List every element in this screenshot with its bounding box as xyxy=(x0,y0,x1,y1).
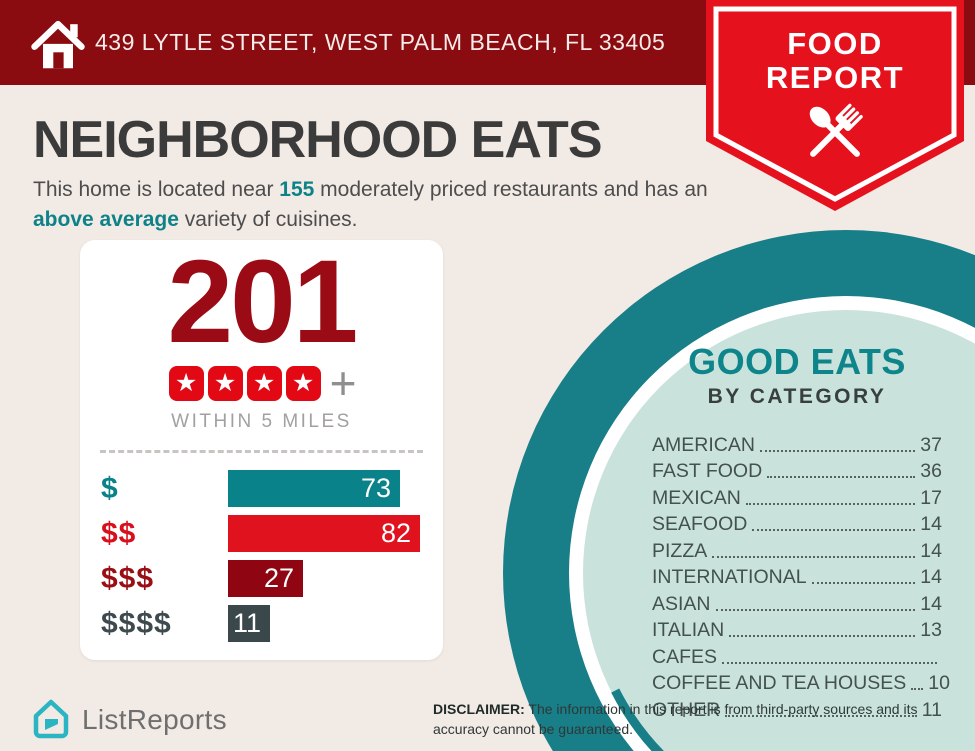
page-title: NEIGHBORHOOD EATS xyxy=(33,111,603,169)
good-eats-panel: GOOD EATS BY CATEGORY AMERICAN 37 FAST FOO… xyxy=(652,341,950,722)
category-value: 14 xyxy=(920,566,942,588)
category-row: ASIAN 14 xyxy=(652,589,942,616)
badge-line1: FOOD xyxy=(787,26,883,61)
category-row: SEAFOOD 14 xyxy=(652,510,942,537)
price-tier-value: 82 xyxy=(380,518,411,549)
rating-row: ★ ★ ★ ★ + xyxy=(80,357,443,410)
category-row: MEXICAN 17 xyxy=(652,483,942,510)
restaurant-count: 155 xyxy=(279,178,315,201)
price-tier-bar: 11 xyxy=(228,605,270,643)
rating-stars: ★ ★ ★ ★ xyxy=(167,365,323,401)
category-value: 14 xyxy=(920,539,942,562)
price-tier-value: 11 xyxy=(232,608,261,639)
price-tier-bar: 73 xyxy=(228,470,400,508)
category-value: 14 xyxy=(920,592,942,615)
star-icon: ★ xyxy=(168,365,204,401)
total-restaurants: 201 xyxy=(167,236,359,368)
dotted-leader xyxy=(759,449,916,452)
price-tier-label: $$$$ xyxy=(101,606,172,640)
star-glyph: ★ xyxy=(252,368,276,397)
dotted-leader xyxy=(722,661,937,664)
category-row: AMERICAN 37 xyxy=(652,430,942,457)
brand-name: ListReports xyxy=(82,704,227,735)
price-tier-label: $$$ xyxy=(101,561,155,595)
category-value: 10 xyxy=(928,672,950,694)
star-icon: ★ xyxy=(246,365,282,401)
dotted-leader xyxy=(712,555,916,558)
plus-sign: + xyxy=(329,357,357,410)
disclaimer: DISCLAIMER: The information in this repo… xyxy=(433,700,963,739)
category-row: FAST FOOD 36 xyxy=(652,457,942,484)
intro-seg1: This home is located near xyxy=(33,178,280,201)
category-label: AMERICAN xyxy=(652,433,755,456)
star-glyph: ★ xyxy=(213,368,237,397)
spoon-fork-icon xyxy=(809,103,863,157)
star-glyph: ★ xyxy=(174,368,198,397)
price-tier-row: $$ 82 xyxy=(101,515,422,553)
dotted-leader xyxy=(745,502,916,505)
category-row: ITALIAN 13 xyxy=(652,616,942,643)
category-value: 37 xyxy=(920,433,942,456)
listreports-logo-icon xyxy=(33,699,69,739)
property-address: 439 LYTLE STREET, WEST PALM BEACH, FL 33… xyxy=(95,29,666,55)
ribbon-shape xyxy=(706,0,964,211)
category-value: 14 xyxy=(920,513,942,535)
star-icon: ★ xyxy=(285,365,321,401)
price-tier-row: $$$ 27 xyxy=(101,560,422,598)
dotted-leader xyxy=(911,688,924,690)
category-label: ITALIAN xyxy=(652,619,725,641)
dotted-leader xyxy=(767,476,916,478)
radius-caption: WITHIN 5 MILES xyxy=(171,411,352,433)
category-label: FAST FOOD xyxy=(652,460,763,482)
category-list: AMERICAN 37 FAST FOOD 36 MEXICAN 17 SEAFOOD 14 P… xyxy=(652,430,950,722)
badge-line2: REPORT xyxy=(765,60,905,95)
price-tier-row: $73 xyxy=(101,470,422,508)
intro-seg3: variety of cuisines. xyxy=(178,208,358,232)
category-label: COFFEE AND TEA HOUSES xyxy=(652,672,907,694)
category-label: INTERNATIONAL xyxy=(652,566,807,588)
dotted-leader xyxy=(715,608,916,611)
price-tier-value: 27 xyxy=(263,563,294,594)
category-label: MEXICAN xyxy=(652,486,741,509)
category-row: PIZZA 14 xyxy=(652,536,942,563)
home-icon xyxy=(31,20,85,69)
disclaimer-label: DISCLAIMER: xyxy=(433,701,525,717)
category-label: CAFES xyxy=(652,645,718,668)
star-icon: ★ xyxy=(207,365,243,401)
food-report-badge: FOOD REPORT xyxy=(700,0,970,215)
listreports-brand: ListReports xyxy=(30,697,227,743)
category-label: ASIAN xyxy=(652,592,711,615)
category-label: PIZZA xyxy=(652,539,708,562)
price-tier-label: $$ xyxy=(101,516,137,550)
price-tier-label: $ xyxy=(101,471,119,505)
price-tier-bars: $73 $$ 82 $$$ 27 $$$$ 11 xyxy=(80,470,443,643)
category-value: 36 xyxy=(920,460,942,482)
good-eats-title: GOOD EATS xyxy=(688,341,906,382)
dotted-leader xyxy=(729,635,916,637)
dashed-divider xyxy=(100,450,423,454)
price-tier-row: $$$$ 11 xyxy=(101,605,422,643)
category-row: CAFES xyxy=(652,642,942,669)
intro-paragraph: This home is located near 155 moderately… xyxy=(33,175,713,236)
good-eats-subtitle: BY CATEGORY xyxy=(707,385,887,408)
price-tier-bar: 27 xyxy=(228,560,303,598)
price-tier-bar: 82 xyxy=(228,515,420,553)
variety-highlight: above average xyxy=(33,208,179,232)
price-tier-value: 73 xyxy=(360,473,391,504)
intro-seg2: moderately priced restaurants and has an xyxy=(314,178,708,201)
category-value: 17 xyxy=(920,486,942,509)
dotted-leader xyxy=(811,582,916,584)
star-glyph: ★ xyxy=(291,368,315,397)
category-label: SEAFOOD xyxy=(652,513,748,535)
category-value: 13 xyxy=(920,619,942,641)
restaurant-summary-card: 201 ★ ★ ★ ★ + WITHIN 5 MILES $73 $$ 82 $$$ 27 $$… xyxy=(80,240,443,660)
dotted-leader xyxy=(752,529,916,531)
category-row: INTERNATIONAL 14 xyxy=(652,563,942,590)
category-row: COFFEE AND TEA HOUSES 10 xyxy=(652,669,950,696)
